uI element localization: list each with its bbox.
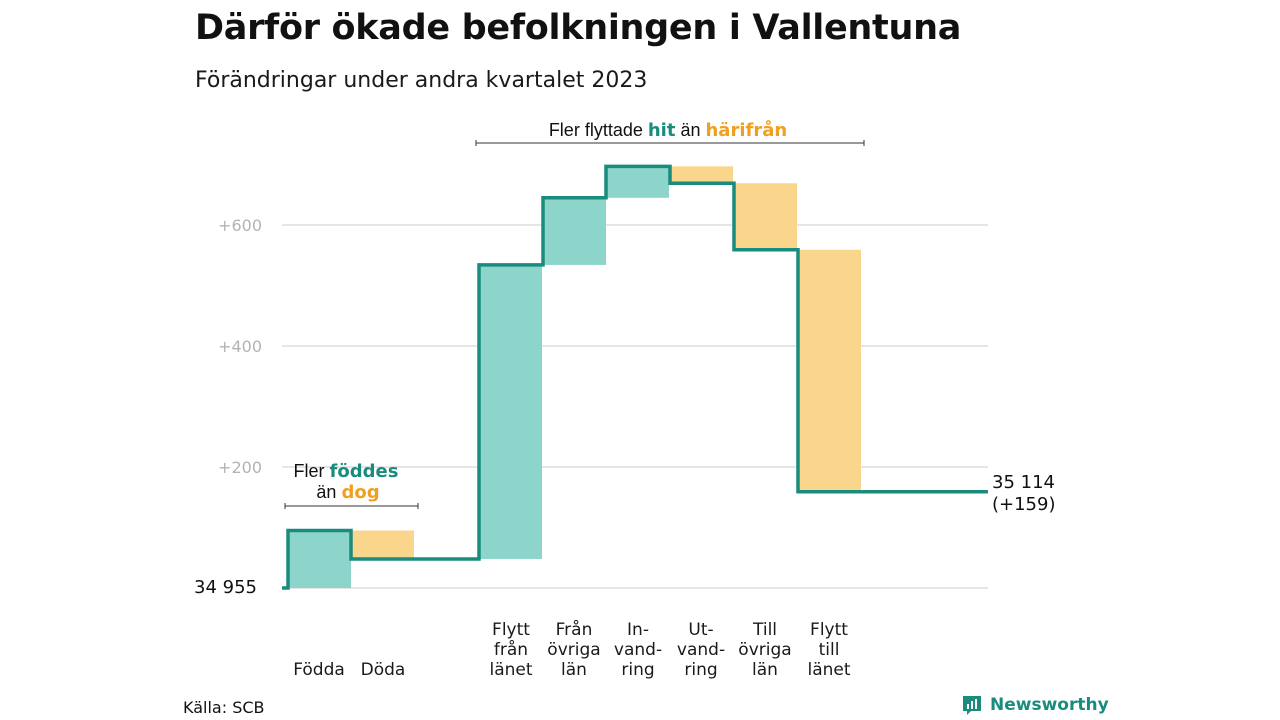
category-label: Flytt från länet [489,620,532,680]
births-annotation-mid: än [316,482,341,502]
chart-title: Därför ökade befolkningen i Vallentuna [195,8,962,48]
births-annotation-prefix: Fler [294,461,330,481]
category-label: Till övriga län [738,620,791,680]
births-annotation-positive: föddes [330,461,399,482]
running-total-line [282,164,988,590]
moves-annotation-positive: hit [648,120,676,141]
category-label: Från övriga län [547,619,600,680]
gridlines [282,224,988,589]
end-change-label: (+159) [992,494,1055,515]
moves-annotation-negative: härifrån [705,119,787,141]
category-label: Flytt till länet [807,620,850,680]
y-tick-label: +400 [218,337,262,356]
births-bracket [284,503,419,509]
waterfall-bar [798,249,861,492]
waterfall-bar [606,166,669,198]
category-label: Döda [361,660,406,680]
running-total-path [282,164,988,590]
births-annotation: Fler föddes än dog [284,461,419,509]
waterfall-bar [351,530,414,559]
category-label: Ut-vand-ring [677,620,725,680]
waterfall-bars [288,166,861,588]
moves-annotation: Fler flyttade hit än härifrån [475,119,865,146]
waterfall-bar [543,197,606,265]
moves-annotation-text: Fler flyttade hit än härifrån [549,119,787,141]
births-annotation-negative: dog [341,482,379,503]
moves-bracket [475,140,865,146]
waterfall-bar [479,264,542,559]
brand-logo: Newsworthy [960,693,1109,717]
source-note: Källa: SCB [183,698,265,717]
y-tick-label: +600 [218,216,262,235]
waterfall-bar [288,530,351,588]
waterfall-bar [670,166,733,184]
end-value-label: 35 114 [992,472,1055,493]
chart-speech-icon [963,696,981,715]
category-labels: Födda Döda Flytt från länet Från övriga län In-v… [293,619,851,680]
category-label: In-vand-ring [614,620,662,680]
y-tick-label: +200 [218,458,262,477]
births-annotation-line2: än dog [316,482,379,503]
moves-annotation-mid: än [675,120,705,140]
births-annotation-line1: Fler föddes [294,461,399,482]
y-axis-ticks: +200 +400 +600 [218,216,262,477]
start-value-label: 34 955 [194,577,257,598]
brand-name: Newsworthy [990,695,1109,715]
waterfall-bar [734,183,797,250]
moves-annotation-prefix: Fler flyttade [549,120,648,140]
category-label: Födda [293,660,345,680]
chart-subtitle: Förändringar under andra kvartalet 2023 [195,68,648,93]
